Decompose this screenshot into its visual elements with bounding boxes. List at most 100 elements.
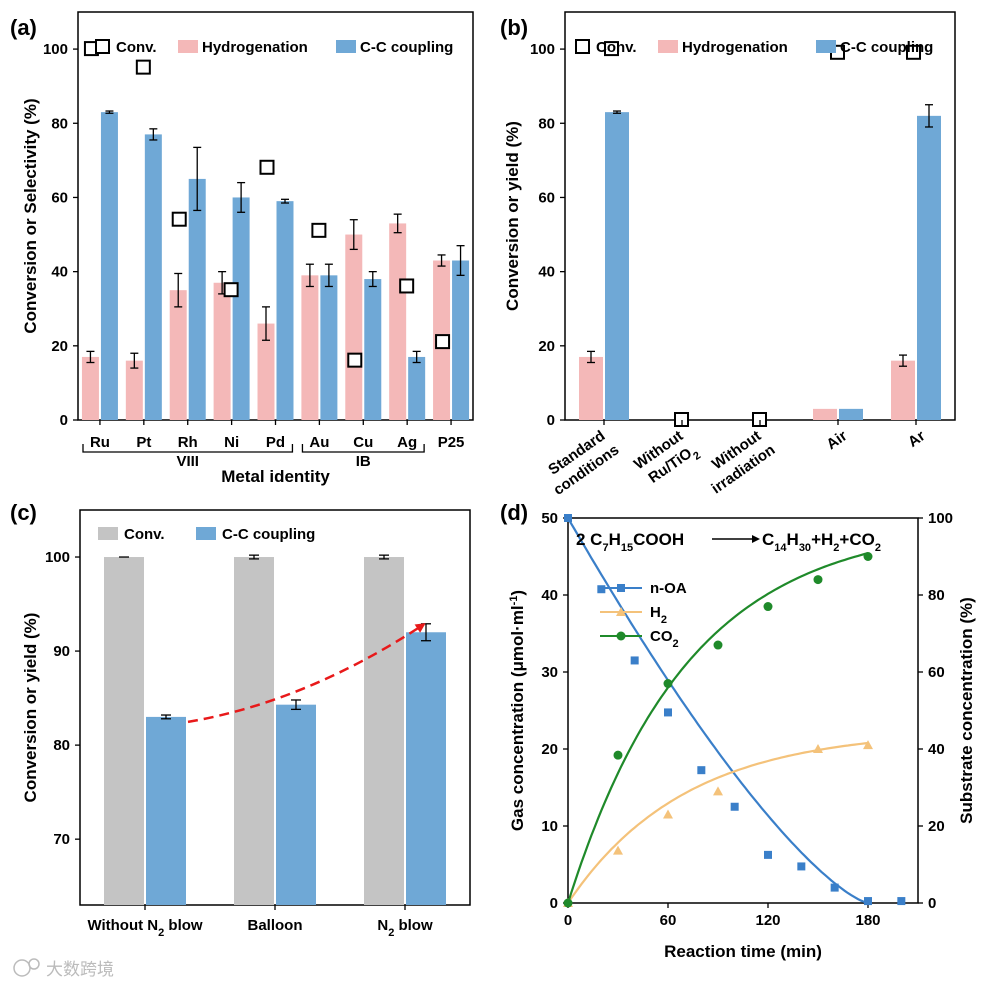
panel-d-x-tick-label: 180 [855,912,880,929]
panel-a-legend-conv-marker [95,39,110,54]
panel-a-bar-hydrogenation [213,282,231,420]
panel-d-point-co2 [663,679,673,689]
panel-c-x-tick-label: Balloon [248,917,303,934]
panel-d-y-right-tick-label: 0 [928,895,936,912]
panel-a-x-tick-label: P25 [438,434,465,451]
panel-a-y-tick-label: 20 [51,338,68,355]
panel-d-fit-n-oa [567,517,869,905]
panel-d-equation-right-part: H [787,530,799,549]
panel-d-point-h2 [863,740,873,750]
panel-d-point-n-oa [797,862,806,871]
panel-b-marker-conv [604,41,619,57]
panel-a-bar-cc-coupling [408,356,426,420]
panel-b-y-tick-label: 40 [538,264,555,281]
panel-c-legend-conv-swatch [98,527,118,540]
panel-d-point-co2 [563,898,573,908]
panel-d-equation-right-part: 2 [833,542,839,554]
panel-a-marker-conv [171,211,187,227]
panel-d-x-tick-label: 0 [564,912,572,929]
panel-d-point-co2 [613,750,623,760]
panel-c-x-tick-label-part: Balloon [248,917,303,934]
panel-c-y-tick-label: 100 [45,549,70,566]
panel-a-x-tick-label: Ru [90,434,110,451]
panel-d-legend-marker [617,584,625,592]
panel-a-group-bracket [82,444,294,453]
panel-a-y-tick-label: 100 [43,41,68,58]
panel-d-point-n-oa [630,656,639,665]
panel-b-y-title: Conversion or yield (%) [503,121,522,311]
panel-a: (a) 0 20 40 60 80 100 Ru Pt Rh Ni Pd Au Cu Ag P25 VIII IB… [10,11,474,486]
panel-d-equation-right-part: 2 [875,542,881,554]
panel-d: (d) 0 10 20 30 40 50 0 20 40 60 80 100 0 60 120 180 React… [500,500,976,961]
watermark-text: 大数跨境 [46,960,114,980]
panel-d-legend-label: n-OA [650,580,687,597]
panel-d-equation-right-part: 14 [774,542,787,554]
watermark: 大数跨境 [13,958,114,980]
panel-d-point-co2 [863,552,873,561]
panel-b-y-tick-label: 0 [547,412,555,429]
panel-d-point-n-oa [597,585,606,594]
panel-b-bar-cc-coupling [839,408,863,420]
panel-d-equation-right: C14H30+H2+CO2 [762,530,881,554]
panel-d-x-title: Reaction time (min) [664,942,822,961]
panel-c-bar-cc-coupling [276,704,316,905]
panel-b-y-tick-label: 80 [538,115,555,132]
panel-d-point-n-oa [764,850,772,859]
panel-c-bar-conv [234,557,274,905]
panel-d-y-left-title-part: -1 [508,596,520,606]
panel-a-group-label: VIII [176,453,199,470]
panel-a-bar-cc-coupling [364,279,382,420]
panel-b-x-tick-label-part: Air [823,427,850,453]
panel-a-y-tick-label: 40 [51,264,68,281]
panel-b-legend-conv: Conv. [596,39,637,56]
panel-a-marker-conv [435,334,451,350]
panel-b-bar-hydrogenation [891,360,915,420]
panel-b-bar-hydrogenation [579,356,603,420]
panel-c-legend-cc-swatch [196,527,216,540]
panel-b-x-tick-label-part: 2 [691,450,703,463]
panel-d-equation-left-part: 7 [602,542,608,554]
panel-d-equation-right-part: 30 [799,542,811,554]
panel-a-marker-conv [399,278,415,294]
panel-a-marker-conv [259,159,275,175]
panel-b-y-tick-label: 100 [530,41,555,58]
panel-c-x-tick-label-part: 2 [158,927,164,939]
panel-d-point-n-oa [664,708,672,717]
panel-a-x-tick-label: Ag [397,434,417,451]
panel-c-legend-conv: Conv. [124,526,165,543]
panel-d-point-h2 [713,786,723,796]
panel-d-y-left-tick-label: 40 [541,587,558,604]
panel-b-marker-conv [906,44,921,60]
panel-d-point-h2 [813,744,823,753]
panel-a-legend-hyd-swatch [178,40,198,53]
panel-d-y-right-tick-label: 100 [928,510,953,527]
panel-a-bar-cc-coupling [144,134,162,420]
panel-c-x-tick-label: N2 blow [377,917,433,939]
panel-d-equation-right-part: C [762,530,774,549]
panel-d-point-n-oa [730,802,739,811]
panel-d-point-n-oa [564,514,572,522]
panel-c-legend-cc: C-C coupling [222,526,315,543]
panel-a-x-tick-label: Pt [136,434,151,451]
panel-c-x-tick-label-part: Without N [87,917,158,934]
panel-d-equation-right-part: +CO [839,530,874,549]
panel-d-legend-label: H2 [650,604,667,626]
panel-a-y-tick-label: 80 [51,115,68,132]
panel-b-x-tick-label: Ar [905,427,929,451]
panel-c-bar-cc-coupling [146,716,186,905]
panel-a-marker-conv [223,282,239,298]
panel-d-y-left-tick-label: 10 [541,818,558,835]
panel-d-label: (d) [500,500,528,525]
panel-b-x-tick-label-part: Ar [905,427,929,451]
panel-b-bar-cc-coupling [605,112,629,421]
panel-a-group-label: IB [356,453,371,470]
panel-a-x-tick-label: Cu [353,434,373,451]
panel-d-y-right-tick-label: 20 [928,818,945,835]
panel-d-equation-left: 2 C7H15COOH [576,530,684,554]
panel-a-bar-cc-coupling [100,112,118,421]
panel-d-y-right-tick-label: 60 [928,664,945,681]
panel-d-legend-marker [616,631,626,641]
